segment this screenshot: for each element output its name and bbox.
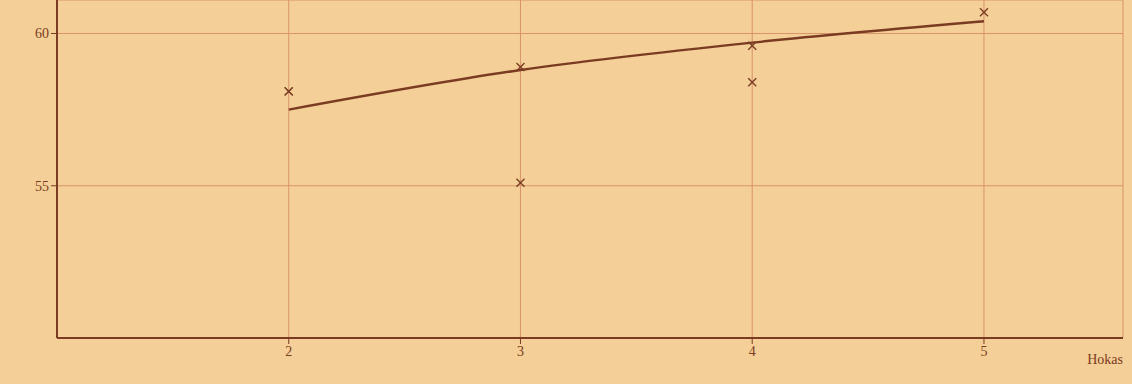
svg-text:Hokas: Hokas bbox=[1087, 352, 1123, 367]
svg-text:4: 4 bbox=[749, 344, 756, 359]
svg-text:60: 60 bbox=[35, 26, 49, 41]
svg-text:55: 55 bbox=[35, 179, 49, 194]
svg-text:5: 5 bbox=[980, 344, 987, 359]
svg-text:3: 3 bbox=[517, 344, 524, 359]
svg-text:2: 2 bbox=[285, 344, 292, 359]
